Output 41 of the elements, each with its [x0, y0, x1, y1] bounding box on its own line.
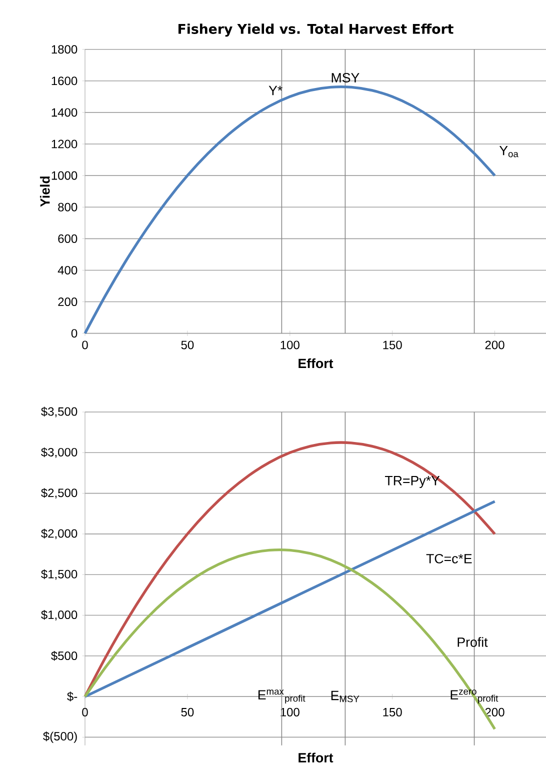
- y-tick-label: 600: [58, 234, 78, 243]
- annotation: Profit: [458, 637, 488, 647]
- x-tick-label: 200: [485, 340, 504, 350]
- y-tick-label: 800: [58, 202, 78, 212]
- x-tick-label: 0: [82, 340, 88, 350]
- x-tick-label: 50: [181, 340, 194, 350]
- x-tick-label: 150: [383, 340, 402, 350]
- y-tick-label: 200: [58, 298, 78, 306]
- y-tick-label: $1,000: [41, 610, 78, 620]
- y-tick-label: $(500): [43, 732, 77, 743]
- y-tick-label: 1800: [52, 45, 78, 54]
- annotation: E$_{MSY}$: [331, 690, 360, 702]
- y-tick-label: $500: [51, 651, 78, 661]
- y-tick-label: $3,500: [41, 406, 78, 418]
- y-tick-label: $2,000: [41, 528, 78, 540]
- y-tick-label: 0: [71, 329, 78, 338]
- line-series: [84, 86, 496, 335]
- y-tick-label: $2,500: [41, 488, 78, 498]
- x-tick-label: 100: [280, 708, 300, 716]
- annotation: Y*: [268, 86, 282, 96]
- y-tick-label: 1000: [52, 171, 78, 180]
- x-tick-label: 50: [181, 708, 194, 716]
- y-tick-label: 1200: [52, 140, 78, 148]
- y-tick-label: $1,500: [41, 569, 78, 580]
- y-tick-label: 1600: [52, 76, 78, 86]
- y-axis-title: Yield: [40, 176, 50, 207]
- annotation: Y$_{oa}$: [499, 146, 518, 158]
- y-tick-label: 400: [58, 266, 78, 274]
- y-tick-label: $3,000: [41, 447, 78, 458]
- y-tick-label: $-: [67, 692, 78, 702]
- annotation: TC=c*E: [426, 554, 472, 564]
- chart-title: Fishery Yield vs. Total Harvest Effort: [178, 24, 454, 37]
- annotation: MSY: [332, 73, 360, 82]
- x-axis-title: Effort: [298, 752, 334, 762]
- annotation: E$^{max}$profit: [258, 690, 306, 704]
- x-tick-label: 0: [82, 708, 88, 716]
- x-axis-title: Effort: [298, 358, 334, 368]
- y-tick-label: 1400: [52, 108, 78, 117]
- x-tick-label: 150: [383, 708, 402, 716]
- annotation: TR=Py*Y: [385, 476, 440, 488]
- x-tick-label: 100: [280, 340, 300, 350]
